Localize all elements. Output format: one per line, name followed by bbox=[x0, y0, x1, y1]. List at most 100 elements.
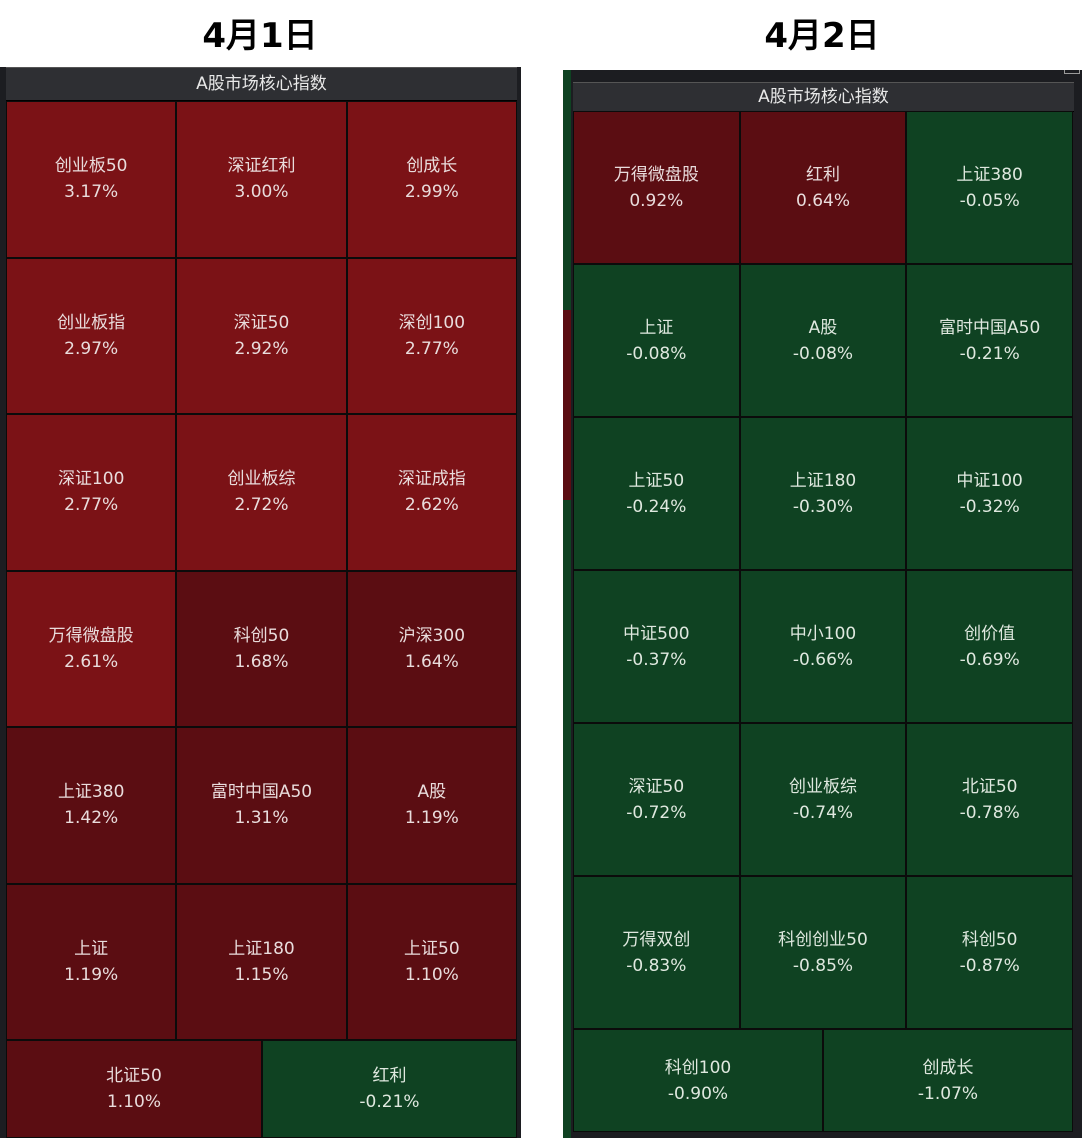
index-tile[interactable]: 红利 -0.21% bbox=[262, 1040, 517, 1138]
index-name: 北证50 bbox=[106, 1066, 162, 1086]
index-tile[interactable]: 上证 1.19% bbox=[6, 883, 177, 1040]
index-tile[interactable]: 中证100 -0.32% bbox=[906, 417, 1073, 570]
index-change-pct: -0.87% bbox=[959, 955, 1020, 976]
index-tile[interactable]: 上证380 -0.05% bbox=[906, 111, 1073, 264]
index-tile[interactable]: 深证100 2.77% bbox=[6, 414, 177, 571]
right-heatmap-panel: A股市场核心指数 万得微盘股 0.92% 红利 0.64% 上证380 -0.05% 上证 -… bbox=[563, 70, 1082, 1138]
index-change-pct: -0.69% bbox=[959, 649, 1020, 670]
index-change-pct: 2.62% bbox=[404, 495, 459, 516]
index-tile[interactable]: 创业板综 -0.74% bbox=[739, 723, 907, 876]
index-change-pct: 3.17% bbox=[64, 182, 119, 203]
right-panel-edge-red bbox=[563, 310, 571, 500]
index-change-pct: 0.92% bbox=[629, 190, 684, 211]
index-change-pct: -0.30% bbox=[792, 496, 854, 517]
index-change-pct: -0.37% bbox=[626, 649, 687, 670]
index-change-pct: -1.07% bbox=[917, 1083, 979, 1104]
index-name: 深证100 bbox=[57, 469, 125, 490]
index-tile[interactable]: 上证50 -0.24% bbox=[573, 417, 740, 570]
index-tile[interactable]: 万得双创 -0.83% bbox=[573, 876, 740, 1029]
index-change-pct: 2.72% bbox=[234, 495, 289, 516]
index-tile[interactable]: 创成长 2.99% bbox=[346, 101, 517, 258]
index-name: 中小100 bbox=[789, 623, 857, 644]
index-change-pct: 2.99% bbox=[404, 182, 459, 203]
index-name: 创成长 bbox=[406, 156, 458, 177]
index-change-pct: 3.00% bbox=[234, 182, 289, 203]
index-name: 北证50 bbox=[961, 776, 1018, 797]
index-change-pct: -0.72% bbox=[626, 802, 687, 823]
index-name: 红利 bbox=[805, 164, 840, 185]
index-tile[interactable]: 创成长 -1.07% bbox=[823, 1029, 1073, 1132]
index-name: 红利 bbox=[372, 1066, 407, 1086]
index-tile[interactable]: 创价值 -0.69% bbox=[906, 570, 1073, 723]
index-tile[interactable]: 上证180 1.15% bbox=[176, 883, 347, 1040]
index-tile[interactable]: 红利 0.64% bbox=[739, 111, 907, 264]
index-tile[interactable]: 万得微盘股 2.61% bbox=[6, 570, 177, 727]
index-tile[interactable]: 富时中国A50 -0.21% bbox=[906, 264, 1073, 417]
index-tile[interactable]: 沪深300 1.64% bbox=[346, 570, 517, 727]
index-name: 中证500 bbox=[623, 623, 690, 644]
index-tile[interactable]: 深证50 -0.72% bbox=[573, 723, 740, 876]
index-name: 万得微盘股 bbox=[613, 164, 699, 185]
left-heatmap-panel: A股市场核心指数 创业板50 3.17% 深证红利 3.00% 创成长 2.99% 创业板指… bbox=[0, 67, 521, 1138]
index-change-pct: 1.15% bbox=[234, 964, 289, 985]
panel-menu-icon[interactable] bbox=[1064, 70, 1080, 74]
index-name: 上证 bbox=[74, 938, 109, 959]
index-tile[interactable]: 深证红利 3.00% bbox=[176, 101, 347, 258]
index-name: 科创50 bbox=[961, 929, 1018, 950]
index-name: 科创100 bbox=[664, 1057, 732, 1078]
index-tile[interactable]: 科创100 -0.90% bbox=[573, 1029, 823, 1132]
index-tile[interactable]: 中证500 -0.37% bbox=[573, 570, 740, 723]
index-name: 万得双创 bbox=[622, 929, 691, 950]
index-change-pct: 1.42% bbox=[64, 808, 119, 829]
index-name: 上证180 bbox=[228, 938, 295, 959]
index-change-pct: -0.05% bbox=[959, 190, 1020, 211]
index-tile[interactable]: 深证成指 2.62% bbox=[346, 414, 517, 571]
index-change-pct: -0.24% bbox=[626, 496, 687, 517]
index-change-pct: 1.10% bbox=[106, 1092, 161, 1112]
left-panel-header: A股市场核心指数 bbox=[6, 67, 517, 101]
index-tile[interactable]: 创业板指 2.97% bbox=[6, 257, 177, 414]
index-change-pct: 1.68% bbox=[234, 651, 289, 672]
index-tile[interactable]: 科创创业50 -0.85% bbox=[739, 876, 907, 1029]
index-tile[interactable]: 中小100 -0.66% bbox=[739, 570, 907, 723]
index-change-pct: -0.21% bbox=[359, 1092, 420, 1112]
index-tile[interactable]: 富时中国A50 1.31% bbox=[176, 727, 347, 884]
index-name: 中证100 bbox=[956, 470, 1023, 491]
index-name: 创业板综 bbox=[788, 776, 857, 797]
index-tile[interactable]: 科创50 1.68% bbox=[176, 570, 347, 727]
index-name: 创价值 bbox=[964, 623, 1016, 644]
index-change-pct: -0.21% bbox=[959, 343, 1020, 364]
index-name: 深证红利 bbox=[227, 156, 296, 177]
index-name: A股 bbox=[808, 317, 838, 338]
index-change-pct: -0.32% bbox=[959, 496, 1020, 517]
index-tile[interactable]: A股 1.19% bbox=[346, 727, 517, 884]
right-day-title: 4月2日 bbox=[764, 16, 880, 56]
index-name: 富时中国A50 bbox=[210, 782, 313, 803]
index-change-pct: 1.19% bbox=[64, 964, 119, 985]
index-change-pct: -0.08% bbox=[626, 343, 687, 364]
index-name: 创成长 bbox=[922, 1057, 974, 1078]
index-change-pct: 1.19% bbox=[404, 808, 459, 829]
index-change-pct: -0.78% bbox=[959, 802, 1020, 823]
index-tile[interactable]: 万得微盘股 0.92% bbox=[573, 111, 740, 264]
index-change-pct: -0.90% bbox=[667, 1083, 729, 1104]
right-panel-header: A股市场核心指数 bbox=[573, 82, 1074, 112]
index-tile[interactable]: 北证50 1.10% bbox=[6, 1040, 262, 1138]
index-name: 深证50 bbox=[233, 312, 290, 333]
index-change-pct: 2.97% bbox=[64, 338, 119, 359]
index-tile[interactable]: 上证380 1.42% bbox=[6, 727, 177, 884]
index-tile[interactable]: 上证180 -0.30% bbox=[739, 417, 907, 570]
index-tile[interactable]: 深创100 2.77% bbox=[346, 257, 517, 414]
index-tile[interactable]: A股 -0.08% bbox=[739, 264, 907, 417]
index-tile[interactable]: 上证50 1.10% bbox=[346, 883, 517, 1040]
index-name: 深创100 bbox=[398, 312, 466, 333]
index-tile[interactable]: 北证50 -0.78% bbox=[906, 723, 1073, 876]
index-tile[interactable]: 深证50 2.92% bbox=[176, 257, 347, 414]
index-tile[interactable]: 科创50 -0.87% bbox=[906, 876, 1073, 1029]
index-tile[interactable]: 创业板综 2.72% bbox=[176, 414, 347, 571]
index-change-pct: 2.77% bbox=[404, 338, 459, 359]
index-tile[interactable]: 上证 -0.08% bbox=[573, 264, 740, 417]
index-name: 富时中国A50 bbox=[939, 317, 1041, 338]
index-tile[interactable]: 创业板50 3.17% bbox=[6, 101, 177, 258]
index-name: 上证380 bbox=[956, 164, 1023, 185]
